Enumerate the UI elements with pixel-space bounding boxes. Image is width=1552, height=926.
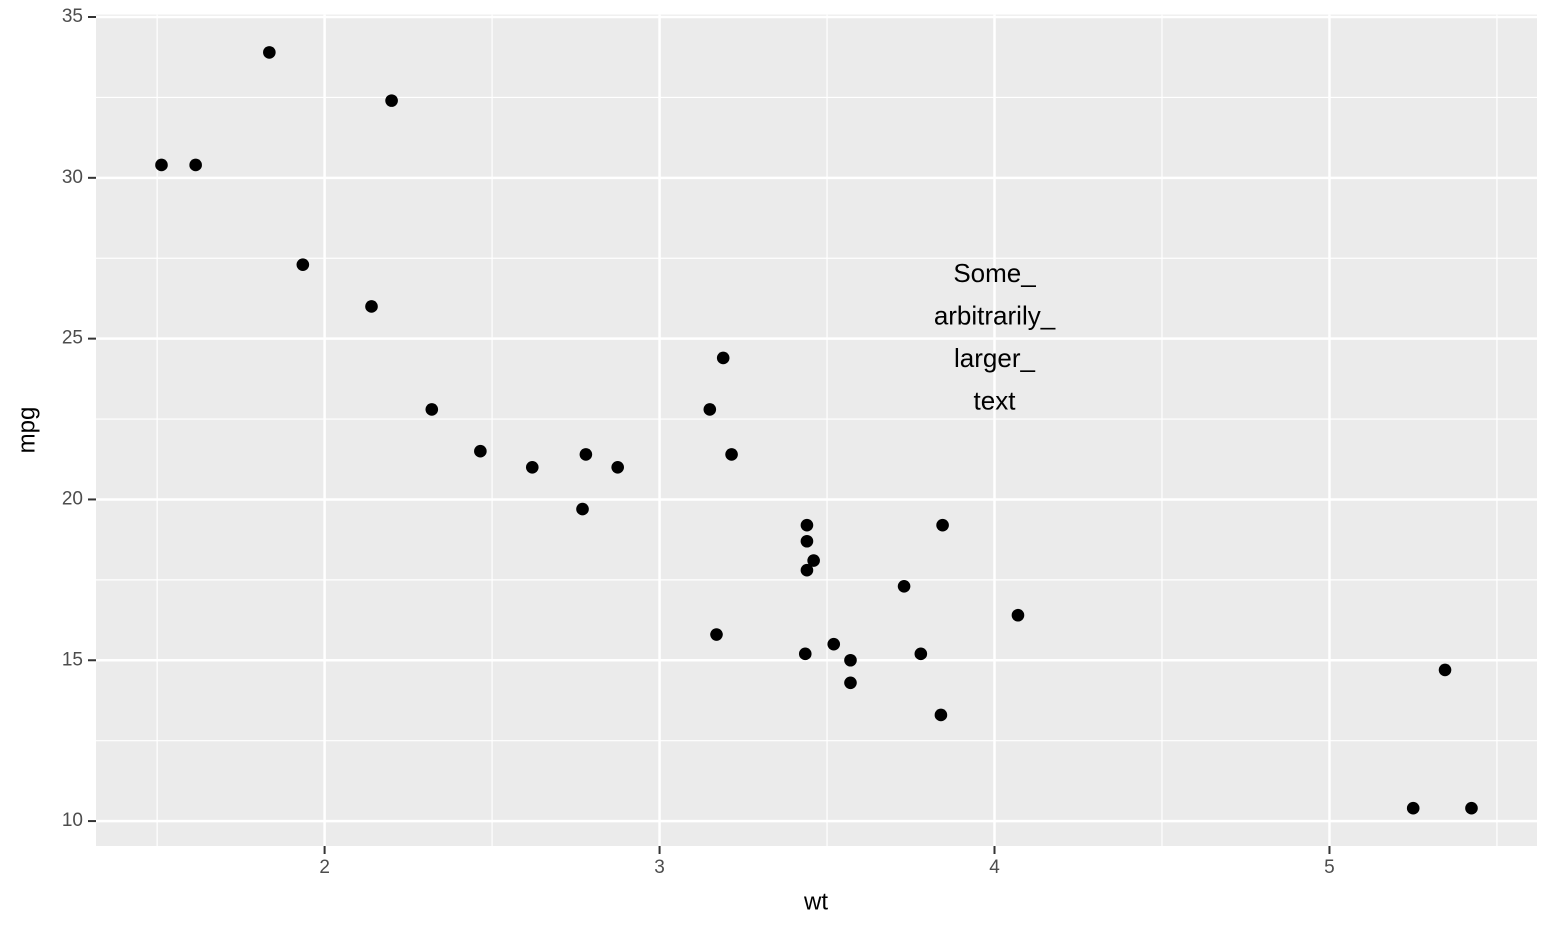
point — [703, 403, 717, 416]
point — [189, 158, 202, 172]
point — [425, 403, 439, 416]
point — [934, 708, 948, 722]
annotation-line: larger_ — [954, 343, 1035, 373]
point — [844, 676, 857, 690]
point — [155, 158, 168, 172]
point — [800, 518, 814, 532]
point — [827, 637, 841, 651]
x-tick-label: 2 — [319, 857, 330, 878]
point — [800, 563, 814, 577]
x-tick-label: 5 — [1324, 857, 1335, 878]
point — [716, 351, 730, 365]
x-axis-label: wt — [803, 888, 828, 915]
x-tick-label: 4 — [989, 857, 1000, 878]
y-tick-label: 30 — [62, 167, 83, 188]
point — [1438, 663, 1452, 677]
point — [936, 518, 949, 532]
point — [474, 444, 487, 458]
point — [1406, 801, 1420, 815]
y-axis-label: mpg — [13, 407, 40, 454]
annotation-line: arbitrarily_ — [934, 300, 1056, 330]
point — [844, 653, 857, 667]
panel — [96, 14, 1537, 847]
point — [525, 460, 539, 474]
point — [611, 460, 624, 474]
annotation-line: text — [974, 385, 1017, 415]
point — [800, 534, 814, 548]
point — [725, 448, 738, 461]
point — [1011, 608, 1025, 622]
point — [710, 628, 723, 641]
x-tick-label: 3 — [654, 857, 665, 878]
point — [807, 554, 820, 567]
y-tick-label: 10 — [62, 810, 83, 831]
point — [1465, 801, 1478, 815]
point — [296, 258, 310, 271]
point — [263, 46, 276, 59]
point — [897, 579, 911, 593]
point — [914, 647, 928, 661]
y-tick-label: 15 — [62, 649, 83, 670]
annotation-line: Some_ — [953, 258, 1036, 288]
point — [365, 300, 378, 313]
y-tick-label: 25 — [62, 328, 83, 349]
y-tick-label: 35 — [62, 6, 83, 27]
point — [576, 502, 589, 516]
point — [579, 448, 593, 461]
point — [798, 647, 812, 661]
point — [385, 94, 398, 107]
y-tick-label: 20 — [62, 488, 83, 509]
